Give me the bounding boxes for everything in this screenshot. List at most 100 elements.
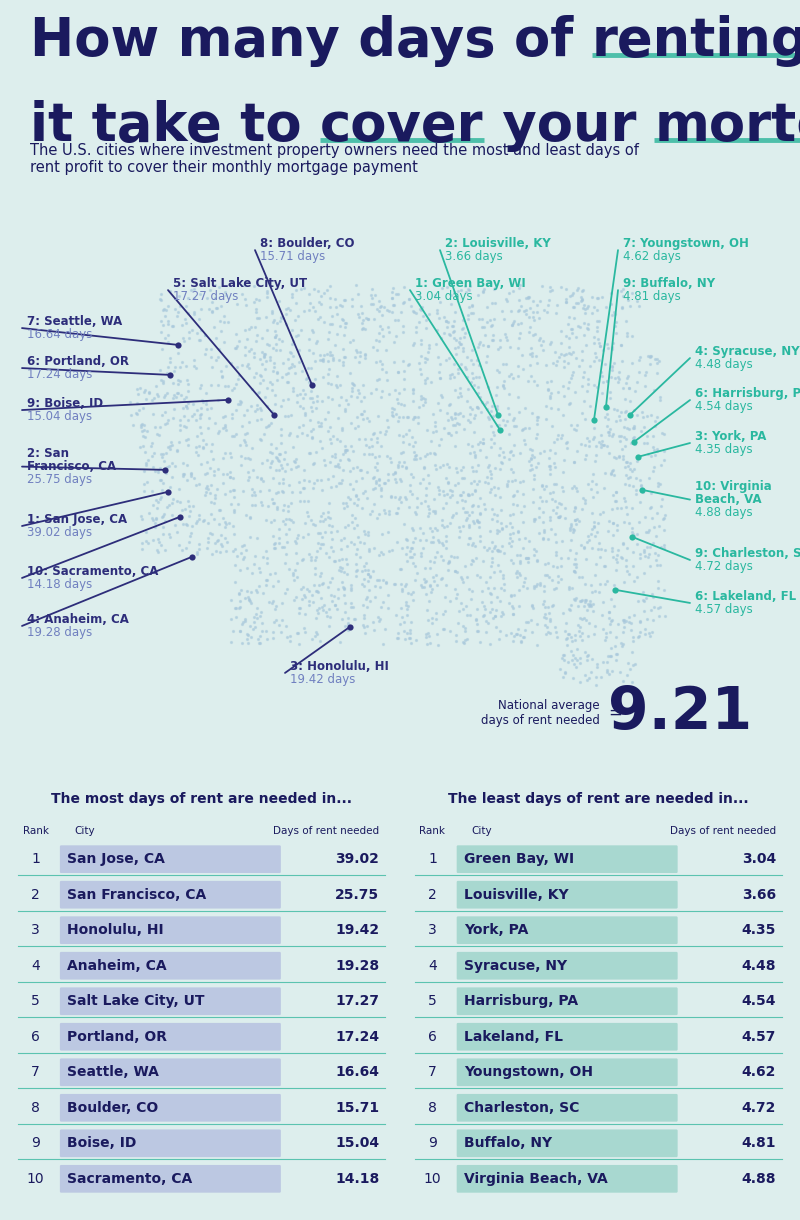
Point — [633, 350, 646, 370]
Text: 10: 10 — [27, 1172, 45, 1186]
Point — [465, 304, 478, 323]
Point — [596, 383, 609, 403]
Point — [498, 325, 511, 344]
Point — [428, 547, 441, 566]
Point — [650, 439, 663, 459]
Point — [256, 621, 269, 640]
Point — [538, 300, 550, 320]
Point — [638, 433, 650, 453]
Point — [586, 582, 598, 601]
Point — [646, 533, 659, 553]
Point — [490, 505, 503, 525]
Text: 3: 3 — [31, 924, 40, 937]
Point — [498, 575, 510, 594]
Point — [309, 368, 322, 388]
Point — [422, 473, 435, 493]
Point — [364, 567, 377, 587]
Point — [254, 373, 266, 393]
Point — [238, 449, 251, 468]
Point — [378, 503, 391, 522]
Point — [544, 386, 557, 405]
Point — [240, 434, 253, 454]
Point — [554, 570, 567, 589]
Point — [425, 431, 438, 450]
Point — [338, 290, 350, 310]
Point — [490, 377, 503, 397]
Point — [278, 495, 290, 515]
Text: The least days of rent are needed in...: The least days of rent are needed in... — [448, 792, 749, 805]
Point — [293, 472, 306, 492]
Point — [477, 433, 490, 453]
Point — [150, 490, 162, 510]
Point — [243, 508, 256, 527]
Point — [290, 386, 303, 405]
Point — [253, 633, 266, 653]
Point — [266, 401, 279, 421]
Point — [318, 345, 330, 365]
Point — [269, 538, 282, 558]
Point — [330, 476, 342, 495]
Point — [417, 388, 430, 407]
Point — [443, 514, 456, 533]
Text: 16.64 days: 16.64 days — [27, 328, 92, 342]
Point — [158, 387, 170, 406]
Point — [282, 298, 294, 317]
Point — [569, 510, 582, 529]
Text: How many days of: How many days of — [30, 15, 592, 67]
Point — [309, 351, 322, 371]
Point — [266, 312, 279, 332]
Point — [250, 303, 262, 322]
Point — [512, 522, 525, 542]
Point — [493, 561, 506, 581]
Point — [570, 558, 582, 577]
Point — [486, 548, 498, 567]
Point — [597, 593, 610, 612]
Point — [627, 400, 640, 420]
Point — [527, 465, 540, 484]
Point — [350, 566, 362, 586]
Point — [146, 458, 159, 477]
Point — [350, 561, 362, 581]
Point — [387, 399, 400, 418]
Point — [259, 307, 272, 327]
Point — [450, 632, 462, 651]
Point — [558, 450, 570, 470]
Point — [306, 375, 318, 394]
Point — [584, 595, 597, 615]
Point — [398, 370, 410, 389]
Point — [392, 362, 405, 382]
Point — [575, 342, 588, 361]
Point — [610, 482, 622, 501]
Point — [276, 367, 289, 387]
Point — [136, 398, 149, 417]
Point — [309, 564, 322, 583]
Point — [456, 490, 469, 510]
Point — [447, 547, 460, 566]
Point — [182, 393, 194, 412]
Point — [214, 322, 227, 342]
Point — [514, 323, 526, 343]
Point — [435, 278, 448, 298]
Point — [406, 538, 418, 558]
Point — [454, 383, 466, 403]
Point — [275, 455, 288, 475]
Point — [626, 428, 639, 448]
Point — [140, 421, 153, 440]
Point — [501, 475, 514, 494]
Point — [234, 621, 246, 640]
Point — [154, 311, 167, 331]
Point — [506, 410, 519, 429]
Point — [177, 328, 190, 348]
Point — [458, 357, 471, 377]
Point — [225, 381, 238, 400]
Point — [594, 336, 606, 355]
Point — [621, 561, 634, 581]
Point — [505, 536, 518, 555]
Point — [395, 538, 408, 558]
Point — [512, 290, 525, 310]
Point — [216, 449, 229, 468]
Point — [490, 600, 502, 620]
Point — [449, 437, 462, 456]
Point — [593, 311, 606, 331]
Text: 4.54 days: 4.54 days — [695, 400, 753, 414]
